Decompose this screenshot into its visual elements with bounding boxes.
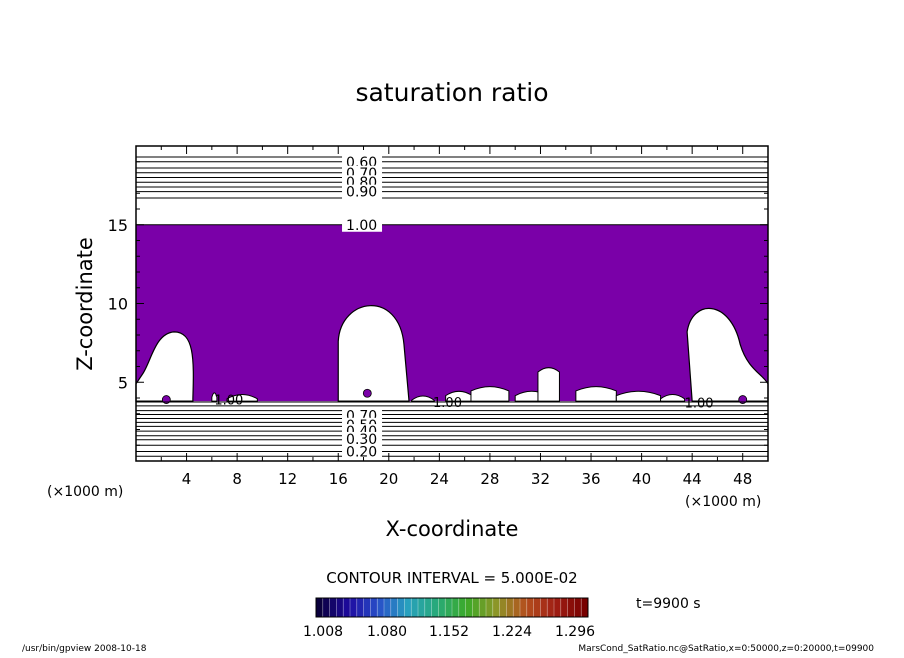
contour-interval: CONTOUR INTERVAL = 5.000E-02 bbox=[326, 569, 577, 587]
x-axis-label: X-coordinate bbox=[386, 517, 519, 541]
y-axis-label: Z-coordinate bbox=[73, 237, 97, 371]
x-tick-label: 20 bbox=[379, 470, 398, 488]
contour-label: 0.90 bbox=[346, 185, 377, 201]
x-tick-label: 28 bbox=[480, 470, 499, 488]
colorbar-cell bbox=[343, 598, 350, 617]
contour-label: 1.00 bbox=[214, 394, 243, 409]
x-tick-label: 32 bbox=[531, 470, 550, 488]
colorbar-cell bbox=[322, 598, 330, 617]
footer-right: MarsCond_SatRatio.nc@SatRatio,x=0:50000,… bbox=[578, 644, 874, 654]
colorbar-cell bbox=[370, 598, 378, 617]
colorbar-frame bbox=[315, 597, 589, 618]
colorbar-tick-label: 1.224 bbox=[492, 624, 532, 640]
chart-title: saturation ratio bbox=[355, 78, 548, 107]
y-tick-label: 10 bbox=[108, 295, 128, 314]
cloud-blob bbox=[575, 386, 617, 402]
colorbar-cell bbox=[438, 598, 446, 617]
cloud-blob bbox=[226, 393, 258, 402]
colorbar-cell bbox=[499, 598, 507, 617]
x-tick-label: 24 bbox=[430, 470, 449, 488]
colorbar-cell bbox=[418, 598, 425, 617]
colorbar-cell bbox=[520, 598, 527, 617]
colorbar-tick-label: 1.080 bbox=[367, 624, 407, 640]
colorbar-cell bbox=[560, 598, 568, 617]
colorbar-tick-label: 1.152 bbox=[429, 624, 469, 640]
colorbar-cell bbox=[397, 598, 405, 617]
colorbar-cell bbox=[513, 598, 520, 617]
colorbar-ticks: 1.008 1.080 1.152 1.224 1.296 bbox=[303, 624, 595, 640]
colorbar-cell bbox=[431, 598, 439, 617]
cloud-blob bbox=[211, 392, 218, 402]
contour-label: 0.20 bbox=[346, 445, 377, 461]
cloud-blob bbox=[537, 367, 560, 402]
colorbar bbox=[315, 597, 589, 618]
shade-speck bbox=[362, 388, 372, 398]
plot-area: 0.600.700.800.901.000.700.500.400.300.20… bbox=[108, 145, 769, 488]
x-tick-label: 48 bbox=[733, 470, 752, 488]
x-units-right: (×1000 m) bbox=[685, 494, 761, 510]
colorbar-cell bbox=[458, 598, 466, 617]
colorbar-cell bbox=[533, 598, 541, 617]
cloud-bubble bbox=[337, 305, 410, 402]
colorbar-cell bbox=[526, 598, 534, 617]
colorbar-cell bbox=[404, 598, 412, 617]
cloud-bubble bbox=[686, 307, 769, 402]
cloud-blob bbox=[411, 395, 435, 402]
colorbar-cell bbox=[329, 598, 337, 617]
x-tick-label: 4 bbox=[182, 470, 192, 488]
cloud-blob bbox=[660, 393, 686, 402]
colorbar-tick-label: 1.008 bbox=[303, 624, 343, 640]
shaded-region bbox=[136, 224, 768, 402]
x-tick-label: 12 bbox=[278, 470, 297, 488]
y-tick-label: 15 bbox=[108, 216, 128, 235]
colorbar-cell bbox=[465, 598, 473, 617]
colorbar-cell bbox=[574, 598, 582, 617]
x-tick-label: 36 bbox=[581, 470, 600, 488]
colorbar-cell bbox=[554, 598, 561, 617]
label-bg bbox=[342, 444, 383, 459]
footer-left: /usr/bin/gpview 2008-10-18 bbox=[22, 644, 147, 654]
colorbar-cell bbox=[356, 598, 364, 617]
contour-label: 1.00 bbox=[433, 396, 462, 411]
cloud-bubble bbox=[135, 331, 194, 402]
colorbar-cell bbox=[377, 598, 384, 617]
colorbar-cell bbox=[547, 598, 554, 617]
colorbar-cell bbox=[445, 598, 452, 617]
colorbar-cell bbox=[506, 598, 514, 617]
x-tick-label: 16 bbox=[329, 470, 348, 488]
contour-label: 0.30 bbox=[346, 432, 377, 448]
time-label: t=9900 s bbox=[636, 596, 701, 612]
colorbar-cell bbox=[363, 598, 371, 617]
colorbar-cell bbox=[336, 598, 344, 617]
label-bg bbox=[342, 184, 383, 199]
colorbar-cell bbox=[390, 598, 398, 617]
colorbar-cell bbox=[492, 598, 500, 617]
colorbar-cell bbox=[411, 598, 418, 617]
contour-label: 1.00 bbox=[685, 397, 714, 412]
colorbar-cell bbox=[540, 598, 548, 617]
colorbar-cell bbox=[384, 598, 391, 617]
colorbar-cell bbox=[581, 598, 588, 617]
colorbar-cell bbox=[452, 598, 459, 617]
colorbar-tick-label: 1.296 bbox=[555, 624, 595, 640]
x-tick-label: 44 bbox=[683, 470, 702, 488]
colorbar-cell bbox=[424, 598, 432, 617]
x-tick-label: 40 bbox=[632, 470, 651, 488]
label-bg bbox=[342, 154, 383, 169]
colorbar-cell bbox=[486, 598, 493, 617]
colorbar-cell bbox=[472, 598, 480, 617]
x-tick-label: 8 bbox=[232, 470, 242, 488]
colorbar-cell bbox=[479, 598, 486, 617]
colorbar-cell bbox=[567, 598, 575, 617]
cloud-blob bbox=[470, 386, 510, 402]
y-tick-label: 5 bbox=[118, 373, 128, 392]
x-units-left: (×1000 m) bbox=[47, 484, 123, 500]
label-bg bbox=[342, 431, 383, 446]
colorbar-cell bbox=[316, 598, 323, 617]
contour-label: 1.00 bbox=[346, 218, 377, 234]
colorbar-cell bbox=[350, 598, 357, 617]
cloud-blob bbox=[615, 390, 662, 402]
label-bg bbox=[342, 217, 383, 232]
